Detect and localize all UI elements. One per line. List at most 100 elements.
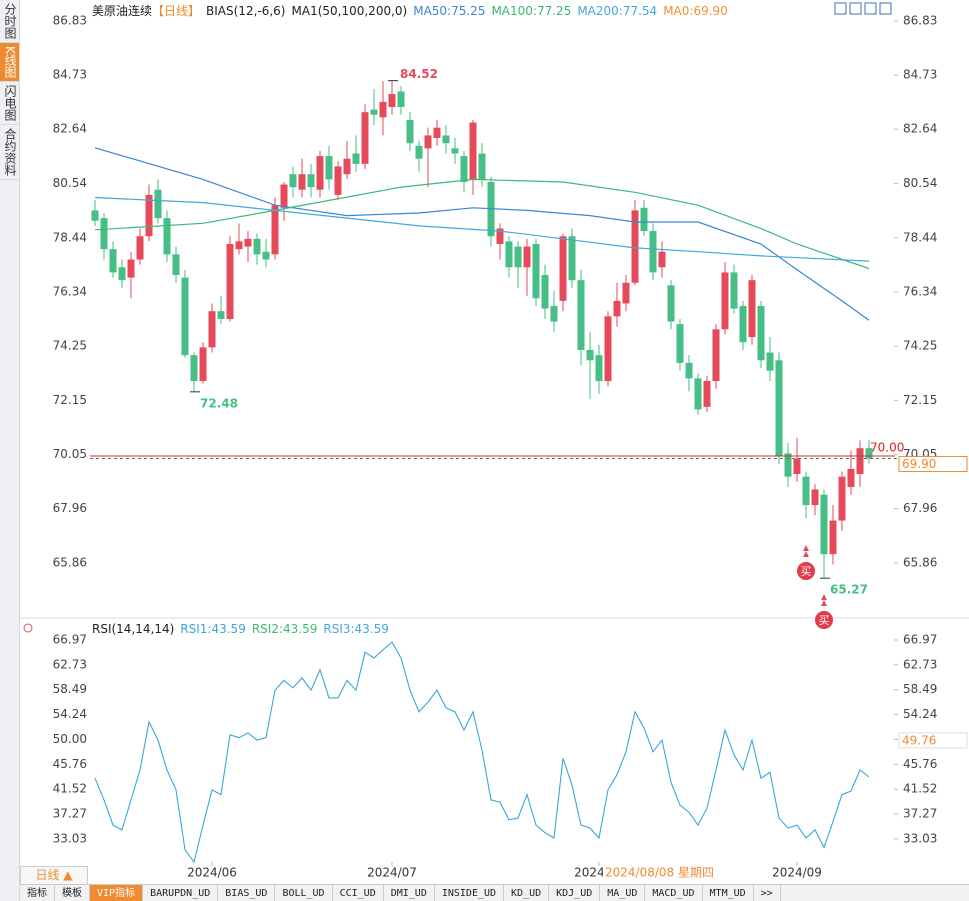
indicator-tab[interactable]: KDJ_UD (549, 885, 601, 901)
tool-icon[interactable] (879, 2, 892, 15)
ma-line (94, 147, 870, 321)
sidebar-tab[interactable]: K线图 (0, 43, 19, 82)
y-tick-label: 54.24 (903, 707, 937, 721)
indicator-label: MA1(50,100,200,0) (291, 3, 408, 18)
candle-body (820, 494, 828, 555)
candle-body (109, 249, 117, 273)
candle-body (505, 241, 513, 268)
candle-body (199, 347, 207, 381)
y-tick-label: 65.86 (903, 555, 937, 569)
candle-body (217, 311, 225, 319)
y-tick-label: 74.25 (53, 339, 87, 353)
sidebar-tab[interactable]: 合约资料 (0, 125, 19, 180)
legend-entry: RSI3:43.59 (323, 622, 389, 636)
ma-line (94, 196, 870, 262)
candle-body (478, 153, 486, 180)
candle-body (145, 194, 153, 237)
y-tick-label: 86.83 (903, 13, 937, 27)
candle-body (469, 122, 477, 180)
candle-body (352, 153, 360, 164)
signal-label: 买 (801, 565, 812, 578)
indicator-tab[interactable]: BOLL_UD (275, 885, 333, 901)
candle-body (379, 101, 387, 118)
indicator-tab[interactable]: 模板 (55, 885, 90, 901)
indicator-tab[interactable]: MA_UD (600, 885, 646, 901)
candle-body (397, 91, 405, 107)
settings-icon[interactable] (23, 623, 33, 633)
candle-body (172, 254, 180, 276)
y-tick-label: 41.52 (903, 782, 937, 796)
y-tick-label: 62.73 (53, 657, 87, 671)
indicator-tab[interactable]: BARUPDN_UD (143, 885, 219, 901)
candle-body (406, 119, 414, 144)
candle-body (811, 489, 819, 506)
indicator-tab[interactable]: MTM_UD (703, 885, 754, 901)
legend-entry: MA100:77.25 (491, 3, 572, 18)
y-tick-label: 45.76 (53, 757, 87, 771)
candle-body (640, 207, 648, 232)
indicator-tab[interactable]: DMI_UD (384, 885, 435, 901)
y-tick-label: 67.96 (903, 501, 937, 515)
y-tick-label: 66.97 (903, 632, 937, 646)
sidebar-tab[interactable]: 闪电图 (0, 82, 19, 125)
candle-body (433, 127, 441, 139)
candle-body (100, 218, 108, 250)
candle-body (523, 246, 531, 268)
legend-entry: MA50:75.25 (413, 3, 486, 18)
tool-icon[interactable] (864, 2, 877, 15)
candle-body (703, 380, 711, 407)
indicator-tab[interactable]: CCI_UD (333, 885, 384, 901)
indicator-tab[interactable]: INSIDE_UD (435, 885, 505, 901)
y-tick-label: 37.27 (53, 807, 87, 821)
candle-body (685, 362, 693, 379)
period-button[interactable]: 日线 ▲ (20, 866, 88, 885)
sidebar-tab[interactable]: 分时图 (0, 0, 19, 43)
y-tick-label: 86.83 (53, 13, 87, 27)
candle-body (757, 306, 765, 361)
y-tick-label: 82.64 (903, 122, 937, 136)
candle-body (514, 246, 522, 268)
indicator-tab[interactable]: BIAS_UD (218, 885, 276, 901)
y-tick-label: 58.49 (903, 682, 937, 696)
y-tick-label: 37.27 (903, 807, 937, 821)
low-label: 65.27 (830, 583, 868, 597)
candle-body (442, 135, 450, 144)
candle-body (595, 355, 603, 381)
rsi-line (94, 641, 870, 864)
signal-label: 买 (819, 614, 830, 627)
candle-body (289, 174, 297, 188)
signal-arrow (803, 545, 809, 557)
tool-icon[interactable] (834, 2, 847, 15)
toolbar-icons (834, 2, 892, 15)
candle-body (784, 453, 792, 477)
sidebar: 分时图 K线图 闪电图 合约资料 (0, 0, 20, 901)
chart-title: 美原油连续 (92, 4, 153, 18)
indicator-tab[interactable]: >> (754, 885, 781, 901)
candle-body (568, 236, 576, 281)
x-tick-label: 2024/06 (187, 866, 237, 880)
candle-body (118, 267, 126, 281)
candle-body (307, 174, 315, 188)
candle-body (334, 166, 342, 195)
y-tick-label: 76.34 (903, 285, 937, 299)
candle-body (280, 184, 288, 208)
candle-body (361, 112, 369, 164)
candle-body (604, 316, 612, 381)
candle-body (190, 355, 198, 381)
candle-body (649, 231, 657, 273)
y-tick-label: 72.15 (53, 393, 87, 407)
candle-body (559, 236, 567, 301)
y-tick-label: 78.44 (53, 230, 87, 244)
candle-body (694, 378, 702, 410)
y-tick-label: 58.49 (53, 682, 87, 696)
indicator-tab[interactable]: VIP指标 (90, 885, 144, 901)
candle-body (721, 272, 729, 330)
candle-body (838, 476, 846, 521)
y-tick-label: 67.96 (53, 501, 87, 515)
tool-icon[interactable] (849, 2, 862, 15)
indicator-tab[interactable]: KD_UD (504, 885, 550, 901)
indicator-tab[interactable]: MACD_UD (645, 885, 703, 901)
low-label: 72.48 (200, 396, 238, 410)
candle-body (325, 156, 333, 180)
indicator-tab[interactable]: 指标 (20, 885, 55, 901)
